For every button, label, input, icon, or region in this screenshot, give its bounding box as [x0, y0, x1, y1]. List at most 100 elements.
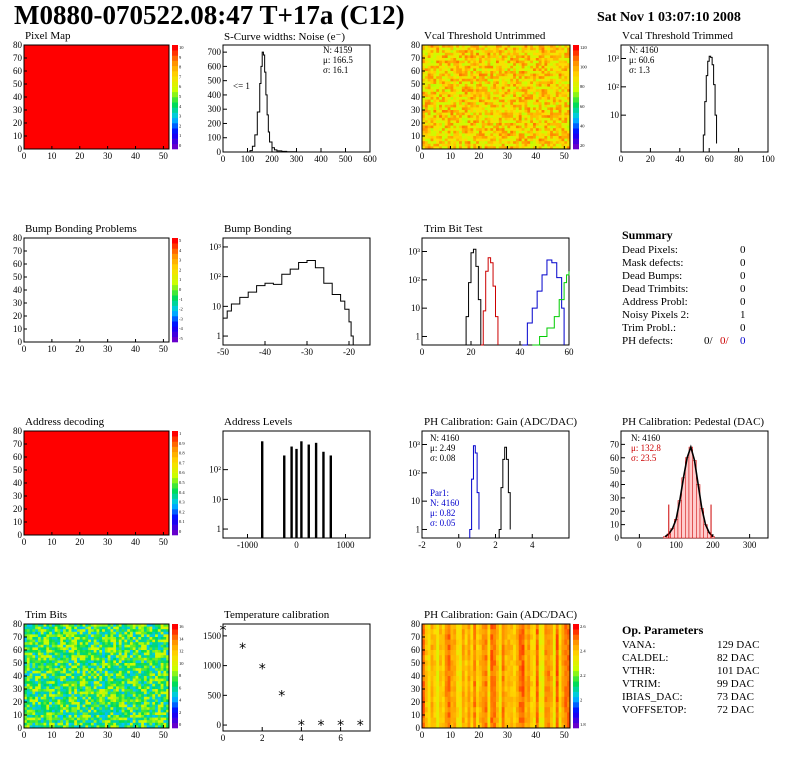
heatmap-cell — [521, 94, 525, 98]
heatmap-cell — [118, 702, 122, 705]
heatmap-cell — [68, 652, 72, 656]
heatmap-cell — [35, 712, 39, 716]
heatmap-cell — [149, 637, 153, 640]
heatmap-cell — [427, 717, 431, 724]
vcal-untrimmed-chart[interactable]: 120 100 80 60 40 20 0 10 20 30 40 50 0 10 20 30 40 50 60 70… — [411, 40, 588, 161]
heatmap-cell — [498, 63, 503, 67]
heatmap-cell — [547, 55, 551, 59]
heatmap-cell — [99, 707, 103, 711]
heatmap-cell — [501, 47, 505, 51]
heatmap-cell — [40, 642, 44, 646]
heatmap-cell — [424, 143, 429, 147]
heatmap-cell — [555, 123, 560, 126]
heatmap-cell — [132, 694, 136, 698]
heatmap-cell — [478, 58, 483, 61]
heatmap-cell — [524, 84, 528, 87]
heatmap-cell — [26, 647, 30, 651]
heatmap-cell — [88, 699, 92, 703]
heatmap-cell — [550, 65, 554, 69]
z-tick-label: 60 — [580, 104, 585, 109]
ph-pedestal-chart[interactable]: 0 100 200 300 0 10 20 30 40 50 60 70 N: 4160 μ: 132.8… — [610, 430, 769, 550]
heatmap-cell — [35, 678, 39, 682]
heatmap-cell — [26, 639, 30, 643]
heatmap-cell — [538, 71, 542, 74]
z-tick-label: 2 — [179, 123, 181, 128]
heatmap-cell — [533, 136, 537, 139]
trim-bits-chart[interactable]: 16 14 12 10 8 6 4 2 0 0 10 20 30 40 50 0 10 20 30 40 50 60 70 8… — [13, 619, 184, 740]
heatmap-cell — [90, 642, 95, 646]
chart-svg[interactable]: 10.90.80.70.60.50.40.30.20.100 10 20 30 40 50… — [13, 426, 185, 547]
heatmap-cell — [444, 138, 449, 142]
heatmap-cell — [160, 689, 164, 692]
scurve-chart[interactable]: 0 100 200 300 400 500 600 0 100 200 300 400 500 600 70… — [208, 44, 377, 164]
heatmap-cell — [447, 128, 451, 132]
chart-svg[interactable]: 0 100 200 300 400 500 600010020030040050060070… — [208, 44, 377, 164]
address-decoding-chart[interactable]: 1 0.9 0.8 0.7 0.6 0.5 0.4 0.3 0.2 0.1 0 0 10 20 30 40 50… — [13, 426, 185, 547]
heatmap-cell — [467, 141, 471, 145]
summary-label: Trim Probl.: — [622, 322, 677, 334]
ph-gain-map-chart[interactable]: 2.6 2.4 2.2 2 1.8 0 10 20 30 40 50 0 10 20 30 40 50 60 70 8… — [411, 619, 586, 740]
heatmap-cell — [102, 712, 106, 716]
heatmap-cell — [478, 65, 483, 69]
heatmap-cell — [99, 673, 103, 677]
heatmap-cell — [447, 639, 451, 646]
heatmap-cell — [424, 712, 429, 718]
heatmap-cell — [85, 644, 89, 648]
heatmap-cell — [567, 117, 571, 121]
color-scale-step — [172, 702, 178, 708]
address-levels-chart[interactable]: -1000 0 1000 1 10 10² — [209, 430, 371, 550]
ph-gain-chart[interactable]: -2 0 2 4 1 10 10² 10³ N: 4160 μ: 2.49 σ: 0.08 Par1:… — [408, 430, 570, 550]
heatmap-cell — [424, 97, 429, 100]
heatmap-cell — [24, 631, 28, 635]
bump-problems-chart[interactable]: 5 4 3 2 1 0 -1 -2 -3 -4 -5 0 10 20 30 40 50 0 10 20 30 40 50 60… — [13, 233, 183, 354]
summary-value: 1 — [740, 309, 746, 321]
chart-svg[interactable]: 2.62.42.221.80 10 20 30 40 500102030405060708… — [411, 619, 586, 740]
heatmap-cell — [152, 707, 156, 711]
heatmap-cell — [518, 117, 523, 121]
heatmap-cell — [166, 686, 170, 690]
heatmap-cell — [152, 634, 156, 638]
color-scale-step — [172, 331, 178, 338]
heatmap-cell — [427, 712, 431, 718]
heatmap-cell — [552, 115, 557, 119]
heatmap-cell — [453, 104, 457, 108]
y-tick-label: 30 — [13, 298, 23, 308]
heatmap-cell — [96, 626, 100, 630]
vcal-trimmed-chart[interactable]: 0 20 40 60 80 100 10 10² 10³ N: 4160 μ: 60.6 σ: 1.3 — [607, 44, 775, 164]
heatmap-cell — [146, 704, 150, 708]
heatmap-cell — [424, 89, 429, 93]
heatmap-cell — [527, 110, 531, 113]
z-tick-label: 0 — [179, 529, 182, 534]
heatmap-cell — [82, 694, 86, 698]
heatmap-cell — [40, 689, 44, 692]
trim-bit-test-chart[interactable]: 0 20 40 60 1 10 10² 10³ — [408, 237, 574, 357]
heatmap-cell — [527, 99, 531, 103]
heatmap-cell — [476, 47, 480, 51]
color-scale-step — [172, 138, 178, 145]
heatmap-cell — [29, 629, 33, 633]
heatmap-cell — [37, 702, 42, 705]
heatmap-cell — [35, 657, 39, 661]
bump-bonding-chart[interactable]: -50 -40 -30 -20 1 10 10² 10³ — [209, 237, 371, 357]
heatmap-cell — [24, 663, 28, 666]
temperature-chart[interactable]: 0 2 4 6 0 500 1000 1500 * * * * * * * * — [203, 623, 371, 743]
heatmap-cell — [90, 634, 95, 638]
pixel-map-chart[interactable]: 10 9 8 7 6 5 4 3 2 1 0 0 10 20 30 40 50 0 10 20 30 40 50 60 70 80 — [13, 40, 184, 161]
heatmap-cell — [496, 45, 500, 48]
heatmap-cell — [464, 73, 468, 77]
heatmap-cell — [82, 629, 86, 633]
heatmap-cell — [507, 104, 511, 108]
heatmap-cell — [450, 644, 454, 651]
heatmap-cell — [152, 647, 156, 651]
